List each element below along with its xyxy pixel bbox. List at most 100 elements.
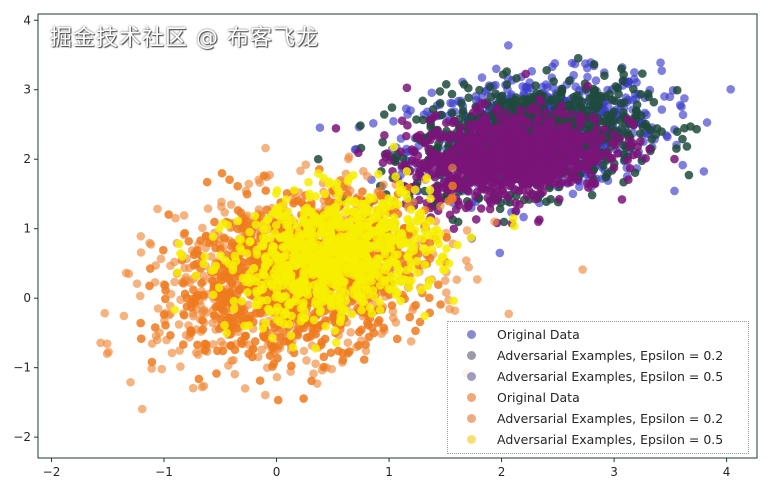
data-point (242, 189, 252, 199)
data-point (166, 261, 175, 271)
data-point (630, 68, 639, 77)
data-point (452, 275, 462, 285)
data-point (356, 121, 365, 130)
data-point (572, 163, 582, 173)
data-point (403, 121, 412, 130)
data-point (418, 96, 428, 106)
data-point (448, 163, 457, 173)
data-point (607, 153, 617, 163)
data-point (533, 114, 542, 123)
data-point (589, 60, 599, 69)
data-point (186, 299, 196, 309)
data-point (457, 141, 466, 150)
data-point (603, 169, 612, 178)
data-point (369, 118, 378, 128)
data-point (606, 117, 616, 127)
series-2 (331, 69, 679, 234)
data-point (577, 97, 587, 106)
data-point (320, 334, 330, 344)
data-point (496, 164, 506, 174)
data-point (220, 321, 229, 330)
data-point (459, 80, 469, 89)
data-point (516, 105, 525, 115)
data-point (656, 58, 665, 68)
data-point (591, 76, 601, 85)
data-point (461, 256, 471, 265)
data-point (518, 82, 527, 91)
data-point (145, 264, 155, 273)
data-point (405, 312, 415, 322)
data-point (272, 372, 282, 382)
data-point (682, 142, 692, 151)
data-point (287, 361, 296, 371)
data-point (203, 204, 213, 213)
data-point (480, 99, 490, 108)
data-point (346, 328, 355, 337)
data-point (542, 83, 552, 92)
data-point (217, 168, 227, 178)
data-point (456, 132, 466, 141)
data-point (426, 194, 435, 203)
data-point (265, 351, 275, 361)
data-point (507, 119, 516, 128)
data-point (627, 118, 637, 127)
data-point (341, 208, 350, 217)
data-point (436, 201, 445, 211)
data-point (490, 217, 499, 226)
data-point (557, 86, 567, 96)
data-point (478, 165, 488, 174)
data-point (381, 152, 391, 162)
data-point (159, 310, 169, 319)
data-point (582, 63, 592, 73)
data-point (235, 285, 244, 295)
data-point (505, 137, 514, 147)
data-point (467, 166, 477, 175)
data-point (179, 310, 189, 320)
data-point (498, 70, 508, 79)
data-point (228, 279, 237, 289)
data-point (456, 123, 465, 133)
data-point (489, 152, 498, 162)
data-point (147, 339, 157, 348)
data-point (225, 175, 234, 184)
data-point (439, 177, 449, 187)
data-point (491, 64, 501, 74)
data-point (509, 127, 519, 137)
data-point (657, 66, 667, 75)
data-point (556, 104, 565, 113)
data-point (518, 150, 528, 160)
data-point (550, 59, 560, 68)
data-point (477, 73, 487, 82)
data-point (343, 349, 353, 358)
data-point (174, 320, 184, 329)
data-point (609, 130, 619, 139)
data-point (425, 293, 434, 303)
data-point (531, 194, 540, 204)
data-point (167, 348, 177, 358)
data-point (229, 321, 238, 330)
data-point (396, 147, 406, 157)
data-point (645, 144, 654, 154)
data-point (677, 102, 686, 112)
data-point (250, 337, 260, 346)
data-point (135, 291, 145, 301)
data-point (307, 376, 316, 386)
data-point (415, 130, 425, 140)
data-point (246, 311, 255, 321)
data-point (259, 225, 269, 234)
data-point (551, 154, 560, 164)
data-point (433, 142, 443, 152)
data-point (583, 149, 593, 159)
data-point (441, 118, 451, 128)
data-point (160, 280, 170, 290)
data-point (224, 313, 234, 322)
data-point (199, 259, 209, 269)
data-point (670, 186, 679, 196)
data-point (678, 160, 688, 170)
data-point (359, 355, 369, 364)
data-point (401, 160, 411, 170)
data-point (549, 83, 558, 92)
data-point (458, 109, 468, 118)
data-point (412, 256, 422, 266)
data-point (121, 268, 131, 278)
